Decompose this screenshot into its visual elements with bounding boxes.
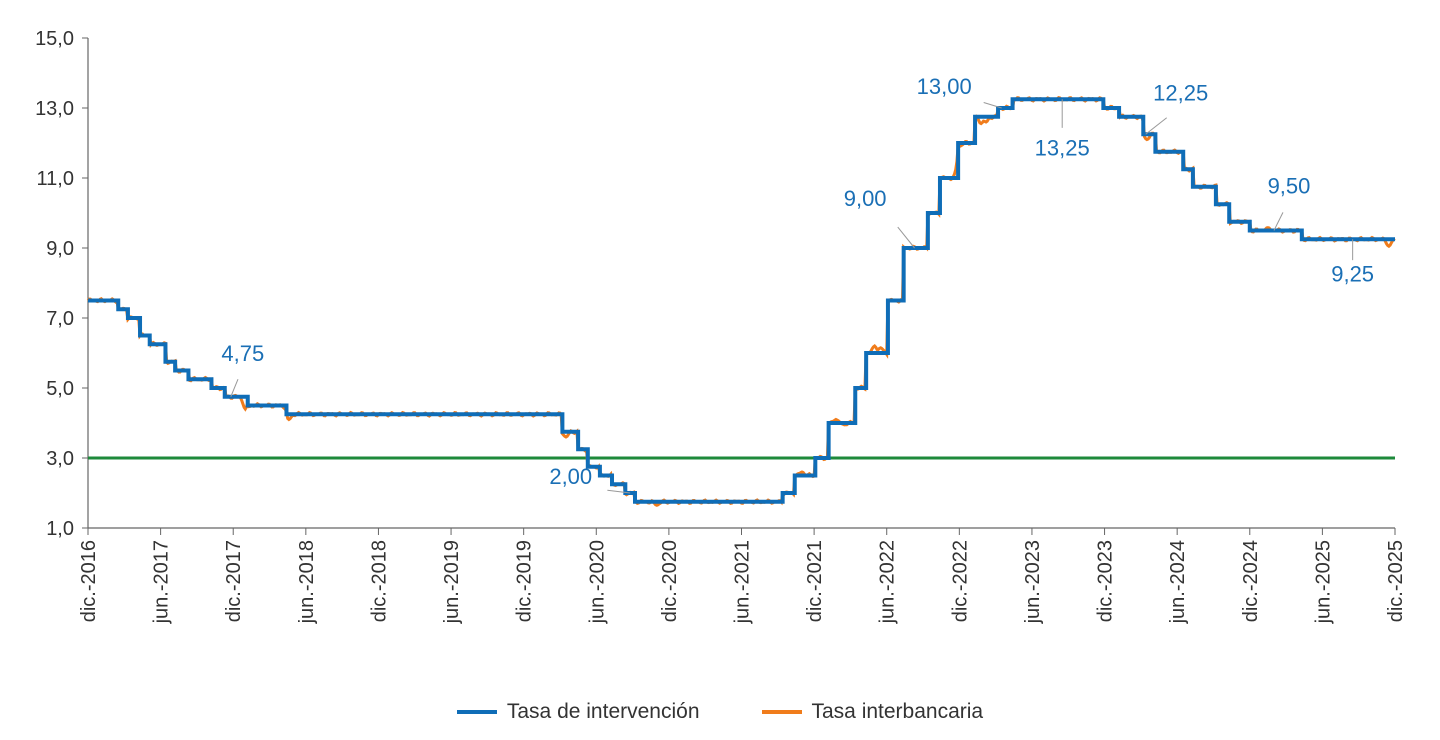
x-tick-label: jun.-2022 [877, 540, 899, 624]
annotation-label: 13,00 [917, 74, 972, 99]
y-tick-label: 3,0 [46, 448, 74, 470]
x-tick-label: dic.-2020 [659, 540, 681, 622]
x-tick-label: dic.-2025 [1385, 540, 1407, 622]
annotation-leader [983, 102, 1002, 109]
series-line-intervencion [88, 97, 1395, 504]
x-tick-label: jun.-2019 [441, 540, 463, 624]
annotation-label: 12,25 [1153, 80, 1208, 105]
x-tick-label: jun.-2020 [586, 540, 608, 624]
y-tick-label: 11,0 [37, 168, 74, 190]
x-tick-label: jun.-2017 [151, 540, 173, 624]
plot-area: 1,0 3,0 5,0 7,0 9,0 11,0 13,0 15,0 dic.-2016 jun.… [35, 28, 1407, 624]
legend-item-interbancaria: Tasa interbancaria [761, 700, 984, 724]
y-tick-label: 13,0 [35, 98, 74, 120]
legend-swatch-blue [456, 710, 497, 714]
x-tick-label: dic.-2024 [1240, 540, 1262, 622]
annotation-label: 9,00 [844, 186, 887, 211]
y-tick-label: 7,0 [46, 308, 74, 330]
x-tick-label: jun.-2021 [732, 540, 754, 624]
annotation-label: 13,25 [1035, 135, 1090, 160]
x-tick-label: dic.-2016 [78, 540, 100, 622]
x-tick-label: jun.-2025 [1312, 540, 1334, 624]
x-tick-label: dic.-2023 [1095, 540, 1117, 622]
annotation-leader [1145, 117, 1168, 135]
series-line-interbancaria [86, 95, 1396, 507]
annotation-leader [1273, 212, 1284, 231]
x-tick-label: dic.-2022 [949, 540, 971, 622]
annotation-leader [607, 489, 631, 494]
x-tick-label: dic.-2018 [368, 540, 390, 622]
x-tick-label: dic.-2017 [223, 540, 245, 622]
x-tick-label: jun.-2023 [1022, 540, 1044, 624]
x-tick-label: dic.-2019 [514, 540, 536, 622]
annotation-label: 9,25 [1331, 261, 1374, 286]
legend-label: Tasa interbancaria [811, 700, 984, 723]
x-tick-label: jun.-2024 [1167, 540, 1189, 624]
x-tick-label: jun.-2018 [296, 540, 318, 624]
y-tick-label: 9,0 [46, 238, 74, 260]
legend: Tasa de intervención Tasa interbancaria [0, 700, 1440, 724]
annotation-leader [230, 378, 239, 397]
y-tick-label: 5,0 [46, 378, 74, 400]
x-tick-label: dic.-2021 [804, 540, 826, 622]
annotation-label: 4,75 [221, 341, 264, 366]
legend-label: Tasa de intervención [506, 700, 700, 723]
legend-swatch-orange [761, 710, 802, 714]
annotation-label: 9,50 [1268, 174, 1311, 199]
y-tick-label: 1,0 [46, 518, 74, 540]
y-tick-label: 15,0 [35, 28, 74, 50]
legend-item-intervencion: Tasa de intervención [456, 700, 700, 724]
annotation-leader [897, 226, 915, 249]
annotation-label: 2,00 [549, 464, 592, 489]
